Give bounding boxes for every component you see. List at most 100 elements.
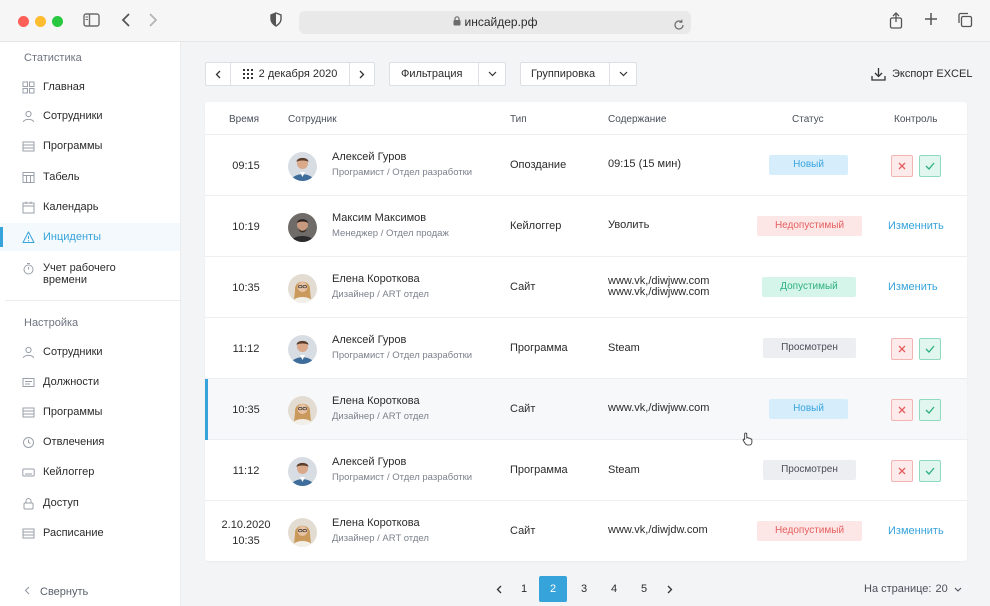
next-page-button[interactable] [656,576,684,602]
minimize-window-button[interactable] [35,16,46,27]
employee-name: Елена Короткова [332,273,420,285]
sidebar-item-timesheet[interactable]: Табель [0,163,180,191]
reject-button[interactable] [891,460,913,482]
employee-role: Менеджер / Отдел продаж [332,228,449,239]
table-row[interactable]: 10:35 Елена Короткова Дизайнер / ART отд… [205,379,967,440]
incident-content: 09:15 (15 мин) [608,158,681,170]
prev-date-button[interactable] [206,63,230,85]
page-button-current[interactable]: 2 [539,576,567,602]
next-date-button[interactable] [350,63,374,85]
per-page-selector[interactable]: На странице: 20 [864,583,962,595]
reject-button[interactable] [891,155,913,177]
sidebar-item-label: Инциденты [43,231,101,243]
forward-icon[interactable] [148,12,158,28]
table-row[interactable]: 2.10.2020 10:35 Елена Короткова Дизайнер… [205,501,967,562]
reload-icon[interactable] [673,16,685,39]
export-excel-button[interactable]: Экспорт EXCEL [871,67,972,81]
change-link[interactable]: Изменить [888,281,938,293]
sidebar-item-label: Доступ [43,497,79,509]
table-row[interactable]: 10:19 Максим Максимов Менеджер / Отдел п… [205,196,967,257]
sidebar-item-programs[interactable]: Программы [0,132,180,160]
date-display[interactable]: 2 декабря 2020 [231,63,350,85]
avatar [288,152,317,181]
collapse-sidebar-button[interactable]: Свернуть [24,586,88,598]
sidebar-item-label: Должности [43,376,100,388]
change-link[interactable]: Изменнить [888,220,944,232]
sidebar-item-employees[interactable]: Сотрудники [0,102,180,130]
reject-button[interactable] [891,338,913,360]
close-window-button[interactable] [18,16,29,27]
approve-button[interactable] [919,155,941,177]
grouping-dropdown[interactable]: Группировка [520,62,637,86]
sidebar-item-distractions[interactable]: Отвлечения [0,428,180,456]
row-date: 2.10.2020 [221,519,271,531]
incident-content: www.vk,/diwjww.com [608,275,710,287]
tab-overview-icon[interactable] [957,12,973,28]
check-icon [925,467,935,475]
sidebar-item-label: Отвлечения [43,436,105,448]
schedule-icon [22,528,35,538]
avatar [288,518,317,547]
sidebar-item-label: Календарь [43,201,99,213]
employee-role: Дизайнер / ART отдел [332,289,429,300]
page-button[interactable]: 1 [520,583,528,595]
sidebar-item-label: Программы [43,406,103,418]
sidebar-item-incidents[interactable]: Инциденты [0,223,180,251]
address-bar[interactable]: инсайдер.рф [299,11,691,34]
sidebar-item-schedule[interactable]: Расписание [0,519,180,547]
employee-name: Максим Максимов [332,212,427,224]
incident-content: Steam [608,342,640,354]
page-button[interactable]: 3 [580,583,588,595]
sidebar-toggle-icon[interactable] [83,12,100,28]
incident-content: www.vk,/diwjdw.com [608,524,708,536]
sidebar-item-access[interactable]: Доступ [0,489,180,517]
chevron-down-icon [954,587,962,592]
chevron-left-icon [496,585,502,593]
sidebar-item-calendar[interactable]: Календарь [0,193,180,221]
sidebar-item-label: Табель [43,171,80,183]
table-icon [22,171,35,183]
page-button[interactable]: 5 [640,583,648,595]
sidebar-item-positions[interactable]: Должности [0,368,180,396]
page-button[interactable]: 4 [610,583,618,595]
table-row[interactable]: 11:12 Алексей Гуров Програмист / Отдел р… [205,440,967,501]
sidebar-item-label: Главная [43,81,85,93]
check-icon [925,406,935,414]
back-icon[interactable] [121,12,131,28]
sidebar-divider [5,300,180,301]
export-label: Экспорт EXCEL [892,68,973,80]
incident-type: Сайт [510,281,536,293]
approve-button[interactable] [919,460,941,482]
table-row[interactable]: 11:12 Алексей Гуров Програмист / Отдел р… [205,318,967,379]
employee-name: Елена Короткова [332,395,420,407]
maximize-window-button[interactable] [52,16,63,27]
header-time: Время [229,114,260,125]
privacy-shield-icon[interactable] [270,12,282,27]
incident-content: www.vk,/diwjww.com [608,402,710,414]
chevron-left-icon [215,70,221,78]
warning-icon [22,231,35,243]
change-link[interactable]: Изменнить [888,525,944,537]
table-row[interactable]: 10:35 Елена Короткова Дизайнер / ART отд… [205,257,967,318]
status-badge: Просмотрен [763,460,856,480]
sidebar-item-keylogger[interactable]: Кейлоггер [0,458,180,486]
prev-page-button[interactable] [485,576,513,602]
approve-button[interactable] [919,338,941,360]
browser-toolbar: инсайдер.рф [0,0,990,42]
table-row[interactable]: 09:15 Алексей Гуров Програмист / Отдел р… [205,135,967,196]
check-icon [925,345,935,353]
sidebar-item-home[interactable]: Главная [0,73,180,101]
incident-type: Программа [510,464,568,476]
sidebar-item-settings-employees[interactable]: Сотрудники [0,338,180,366]
status-badge: Новый [769,155,848,175]
new-tab-icon[interactable] [924,12,938,26]
user-icon [23,346,34,358]
sidebar: Статистика Главная Сотрудники Программы … [0,42,181,606]
stopwatch-icon [23,263,34,275]
sidebar-item-work-time[interactable]: Учет рабочего времени [0,262,180,296]
approve-button[interactable] [919,399,941,421]
sidebar-item-settings-programs[interactable]: Программы [0,398,180,426]
reject-button[interactable] [891,399,913,421]
share-icon[interactable] [889,12,903,29]
filter-dropdown[interactable]: Фильтрация [389,62,506,86]
